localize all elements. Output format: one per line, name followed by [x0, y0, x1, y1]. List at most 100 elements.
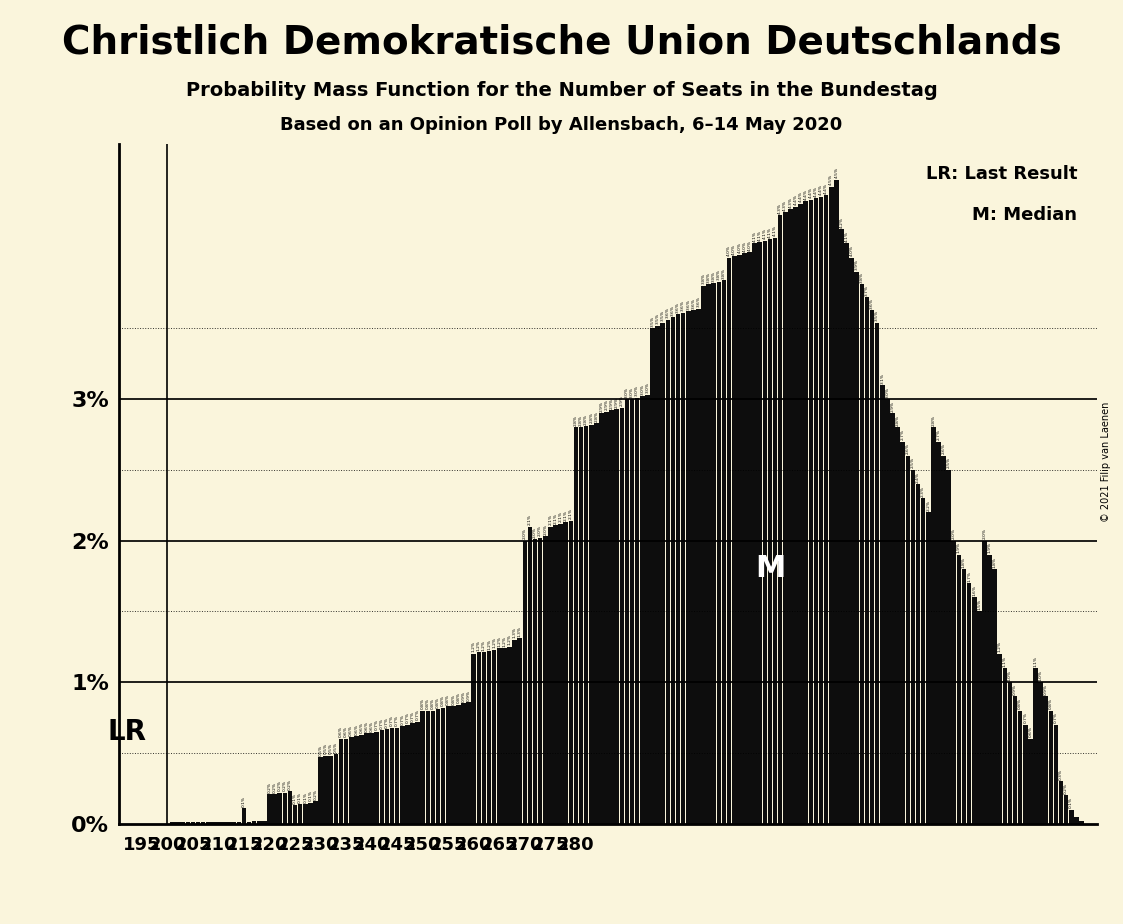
Bar: [650, 328, 655, 824]
Bar: [1033, 668, 1038, 824]
Text: 3.6%: 3.6%: [682, 300, 685, 311]
Bar: [354, 736, 358, 824]
Bar: [512, 639, 517, 824]
Bar: [620, 407, 624, 824]
Bar: [584, 426, 588, 824]
Text: 0.7%: 0.7%: [395, 715, 399, 726]
Bar: [293, 806, 298, 824]
Bar: [298, 804, 302, 824]
Bar: [578, 428, 583, 824]
Bar: [941, 456, 946, 824]
Text: 3.0%: 3.0%: [636, 385, 639, 396]
Bar: [385, 729, 390, 824]
Bar: [181, 822, 185, 824]
Bar: [482, 652, 486, 824]
Text: 0.6%: 0.6%: [369, 721, 374, 732]
Text: 3.6%: 3.6%: [692, 298, 695, 309]
Text: 0.7%: 0.7%: [416, 710, 420, 721]
Bar: [829, 187, 833, 824]
Bar: [313, 801, 318, 824]
Text: 0.6%: 0.6%: [339, 726, 343, 737]
Bar: [875, 322, 879, 824]
Bar: [400, 726, 404, 824]
Bar: [921, 498, 925, 824]
Bar: [600, 413, 604, 824]
Bar: [456, 705, 460, 824]
Bar: [554, 525, 558, 824]
Bar: [834, 180, 839, 824]
Bar: [1023, 724, 1028, 824]
Text: 0.2%: 0.2%: [313, 789, 318, 799]
Bar: [446, 706, 450, 824]
Text: 4.4%: 4.4%: [804, 188, 807, 200]
Text: 2.0%: 2.0%: [538, 526, 542, 537]
Text: 1.9%: 1.9%: [957, 542, 961, 553]
Text: 2.0%: 2.0%: [544, 524, 547, 535]
Bar: [915, 484, 921, 824]
Text: 0.2%: 0.2%: [287, 779, 292, 790]
Bar: [747, 252, 751, 824]
Bar: [670, 317, 675, 824]
Text: 0.1%: 0.1%: [303, 792, 308, 803]
Text: 3.0%: 3.0%: [646, 383, 649, 394]
Bar: [757, 242, 763, 824]
Bar: [961, 569, 966, 824]
Text: 1.2%: 1.2%: [482, 640, 486, 651]
Bar: [492, 650, 496, 824]
Text: 4.0%: 4.0%: [727, 245, 731, 256]
Text: 4.3%: 4.3%: [783, 200, 787, 211]
Bar: [216, 822, 221, 824]
Text: 1.2%: 1.2%: [502, 636, 506, 647]
Text: 0.7%: 0.7%: [400, 713, 404, 724]
Bar: [318, 758, 323, 824]
Bar: [548, 527, 553, 824]
Bar: [885, 399, 889, 824]
Text: LR: LR: [108, 718, 147, 746]
Text: 1.2%: 1.2%: [492, 638, 496, 649]
Bar: [691, 310, 695, 824]
Bar: [287, 791, 292, 824]
Text: 2.8%: 2.8%: [594, 411, 599, 421]
Bar: [656, 325, 660, 824]
Text: M: M: [755, 554, 785, 583]
Bar: [803, 201, 807, 824]
Bar: [604, 412, 609, 824]
Text: 1.5%: 1.5%: [977, 599, 982, 610]
Bar: [472, 654, 476, 824]
Text: 2.7%: 2.7%: [937, 429, 940, 440]
Text: 0.7%: 0.7%: [390, 715, 394, 726]
Bar: [538, 538, 542, 824]
Bar: [855, 272, 859, 824]
Bar: [323, 756, 328, 824]
Text: 2.1%: 2.1%: [568, 508, 573, 519]
Text: 0.1%: 0.1%: [309, 790, 312, 801]
Text: 4.1%: 4.1%: [752, 231, 757, 242]
Bar: [410, 723, 414, 824]
Bar: [436, 709, 440, 824]
Bar: [610, 410, 614, 824]
Bar: [390, 727, 394, 824]
Text: 1.2%: 1.2%: [997, 641, 1002, 652]
Text: 2.9%: 2.9%: [620, 395, 624, 407]
Text: 4.0%: 4.0%: [732, 244, 737, 255]
Bar: [645, 395, 650, 824]
Bar: [737, 255, 741, 824]
Bar: [349, 737, 354, 824]
Bar: [221, 822, 226, 824]
Text: 3.6%: 3.6%: [676, 302, 681, 313]
Bar: [508, 647, 512, 824]
Text: 3.8%: 3.8%: [716, 269, 721, 280]
Bar: [267, 794, 272, 824]
Text: 1.0%: 1.0%: [1008, 670, 1012, 681]
Bar: [870, 310, 875, 824]
Bar: [666, 320, 670, 824]
Bar: [1063, 796, 1068, 824]
Bar: [369, 733, 374, 824]
Text: 1.8%: 1.8%: [962, 556, 966, 567]
Bar: [819, 197, 823, 824]
Bar: [706, 285, 711, 824]
Bar: [839, 229, 843, 824]
Bar: [1028, 739, 1033, 824]
Text: 0.8%: 0.8%: [456, 692, 460, 703]
Text: 3.0%: 3.0%: [885, 387, 889, 397]
